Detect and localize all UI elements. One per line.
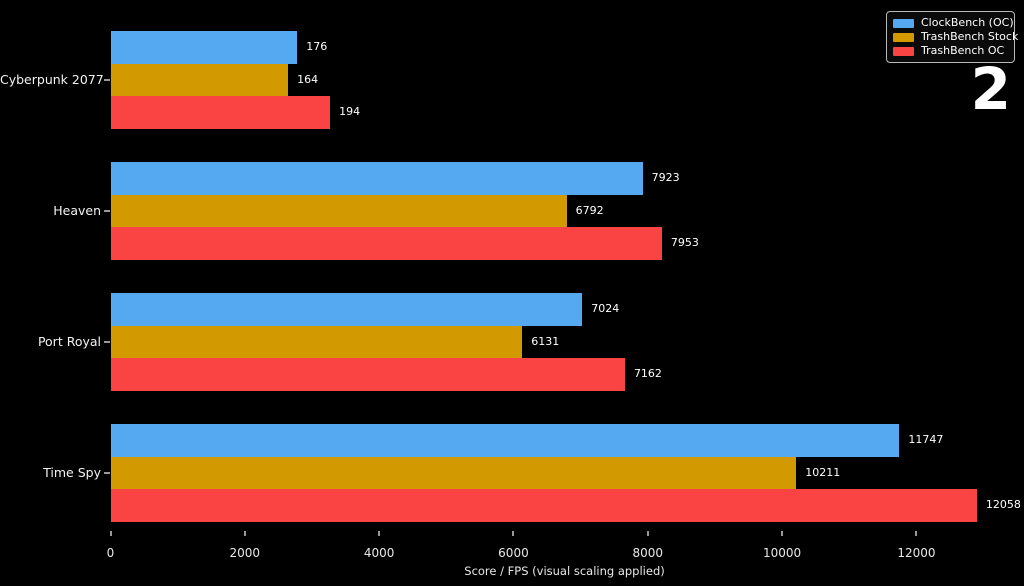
y-tick [104, 79, 110, 81]
category-label-heaven: Heaven [53, 203, 101, 218]
x-tick [646, 531, 649, 536]
bar-clockbench-oc-time-spy [110, 424, 900, 457]
x-tick-label: 10000 [763, 546, 802, 560]
x-tick [109, 531, 112, 536]
bar-trashbench-stock-port-royal [110, 325, 523, 359]
x-tick [243, 531, 246, 536]
bar-value-label: 12058 [985, 498, 1021, 512]
bar-value-label: 194 [339, 105, 361, 119]
y-tick [104, 472, 110, 474]
legend-item: TrashBench Stock [893, 30, 1018, 44]
bar-trashbench-oc-cyberpunk-2077 [110, 96, 331, 129]
legend-swatch-trashbench-stock [893, 32, 914, 42]
x-tick-label: 4000 [363, 546, 395, 560]
legend-item: ClockBench (OC) [893, 16, 1014, 30]
legend-label: TrashBench Stock [921, 30, 1019, 43]
bar-value-label: 11747 [908, 433, 944, 446]
bar-value-label: 176 [306, 40, 328, 53]
legend-item: TrashBench OC [893, 44, 1008, 58]
category-label-time-spy: Time Spy [43, 465, 101, 480]
legend-label: TrashBench OC [921, 44, 1005, 57]
bar-trashbench-stock-heaven [110, 194, 567, 228]
x-tick-label: 2000 [229, 546, 261, 560]
legend-swatch-trashbench-oc [893, 46, 914, 56]
bar-trashbench-stock-time-spy [110, 456, 797, 490]
bar-trashbench-oc-port-royal [110, 358, 625, 391]
x-tick [512, 531, 515, 536]
bar-value-label: 7953 [670, 236, 699, 250]
bar-value-label: 10211 [805, 465, 841, 479]
category-label-port-royal: Port Royal [37, 334, 101, 349]
bar-value-label: 6792 [575, 203, 604, 217]
bar-value-label: 7923 [651, 171, 680, 184]
bar-value-label: 164 [297, 72, 319, 86]
x-tick-label: 12000 [897, 546, 936, 560]
x-tick-label: 8000 [632, 546, 664, 560]
legend-swatch-clockbench-oc [893, 18, 914, 28]
bar-trashbench-oc-heaven [110, 227, 662, 260]
x-tick-label: 0 [106, 546, 115, 560]
y-tick [104, 341, 110, 343]
bar-clockbench-oc-port-royal [110, 293, 583, 326]
bar-clockbench-oc-heaven [110, 162, 643, 195]
bar-value-label: 7162 [633, 367, 662, 381]
legend-label: ClockBench (OC) [921, 16, 1014, 29]
x-axis-label: Score / FPS (visual scaling applied) [464, 564, 665, 578]
x-tick-label: 6000 [498, 546, 529, 560]
x-tick [915, 531, 918, 536]
bar-trashbench-oc-time-spy [110, 489, 977, 522]
bar-value-label: 7024 [591, 302, 620, 315]
x-tick [378, 531, 381, 536]
x-tick [781, 531, 784, 536]
bar-trashbench-stock-cyberpunk-2077 [110, 63, 289, 97]
category-label-cyberpunk-2077: Cyberpunk 2077 [0, 72, 104, 87]
bar-value-label: 6131 [531, 334, 560, 348]
y-tick [104, 210, 110, 212]
legend: ClockBench (OC) TrashBench Stock TrashBe… [886, 11, 1018, 63]
bar-clockbench-oc-cyberpunk-2077 [110, 31, 298, 64]
slide-number: 2 [970, 55, 1011, 123]
